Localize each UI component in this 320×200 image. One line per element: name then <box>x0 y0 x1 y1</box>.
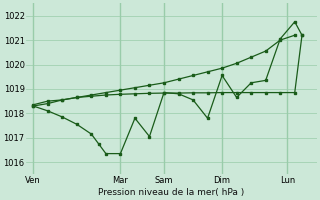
X-axis label: Pression niveau de la mer( hPa ): Pression niveau de la mer( hPa ) <box>98 188 244 197</box>
